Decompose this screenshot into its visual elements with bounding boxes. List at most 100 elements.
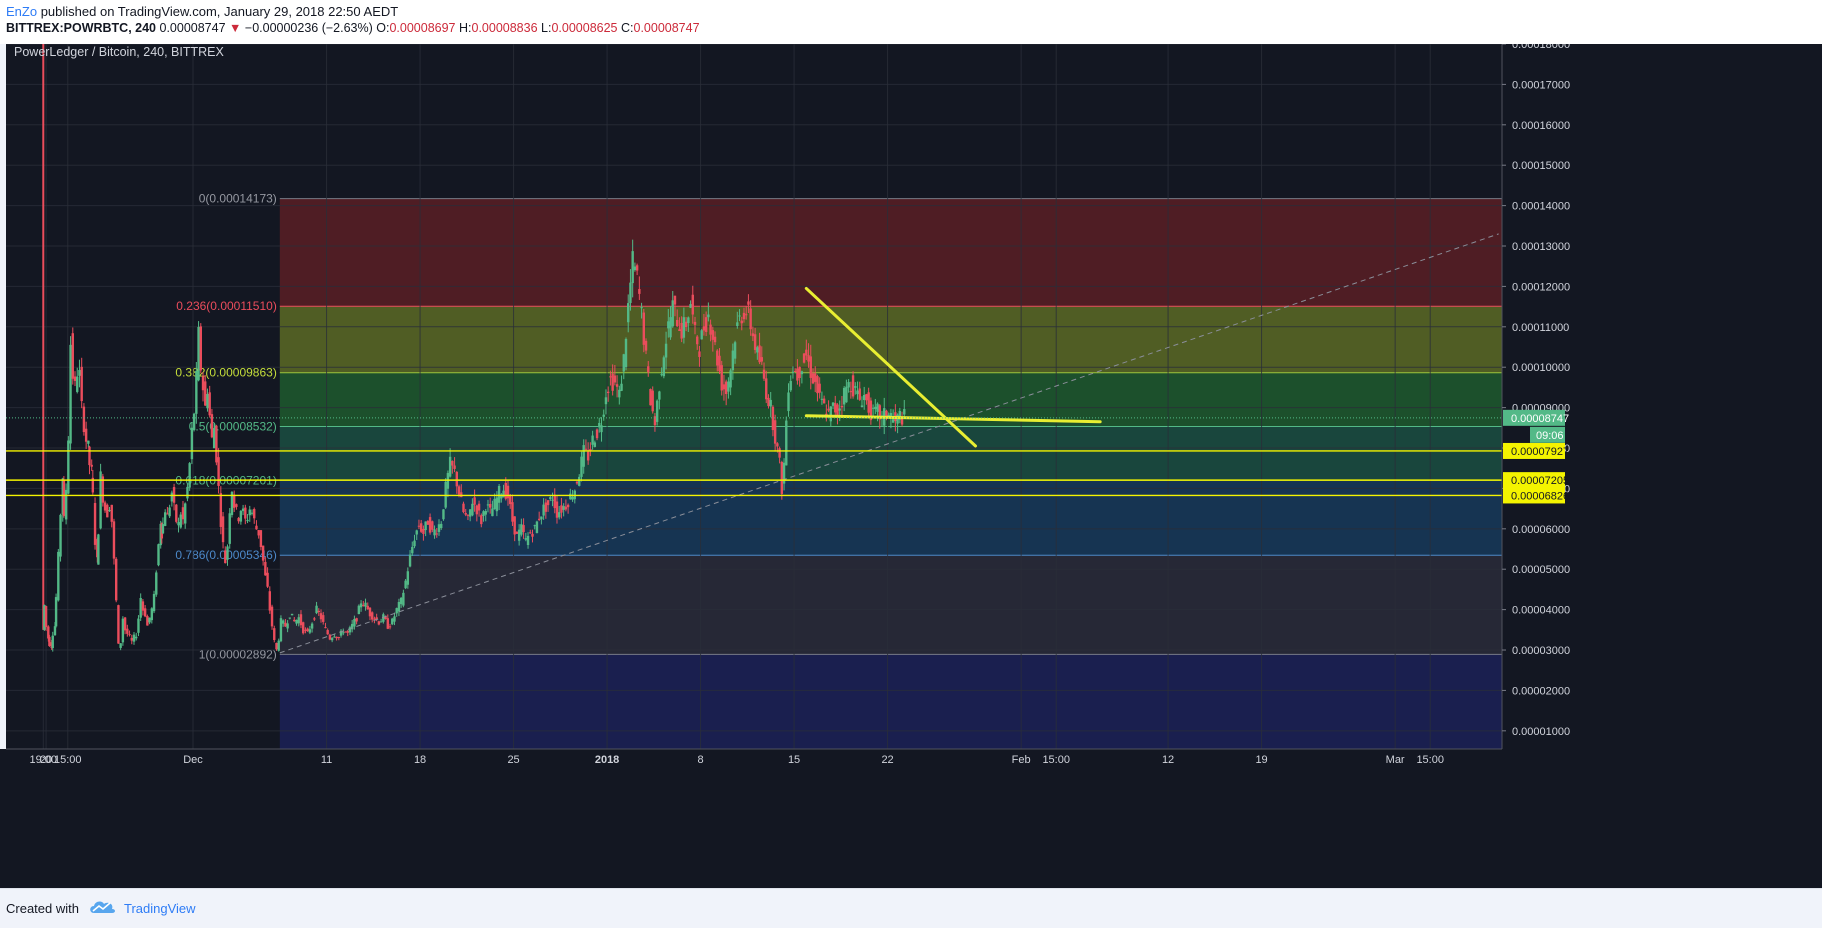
candle-body-2017-11-27T08 bbox=[143, 608, 147, 617]
candle-body-2017-12-08T12 bbox=[293, 619, 296, 622]
candle-body-2017-12-12T16 bbox=[348, 627, 352, 633]
tradingview-link[interactable]: TradingView bbox=[124, 901, 196, 916]
candle-body-2018-01-02T08 bbox=[624, 338, 628, 368]
fib-label-2: 0.382(0.00009863) bbox=[175, 366, 276, 380]
candle-body-2017-11-28T20 bbox=[163, 512, 167, 526]
time-tick-0: 19:00 bbox=[30, 754, 58, 766]
drawings[interactable] bbox=[6, 233, 1502, 654]
candle-body-2017-12-13T04 bbox=[355, 618, 358, 622]
candle-body-2017-12-13T08 bbox=[357, 605, 361, 615]
candle-body-2017-12-25T16 bbox=[522, 525, 525, 533]
candle-body-2018-01-12T12 bbox=[760, 357, 763, 362]
candle-body-2017-12-24T08 bbox=[504, 482, 507, 499]
price-axis[interactable]: 0.00001000 0.00002000 0.00003000 0.00004000… bbox=[1501, 44, 1822, 749]
fib-zone-6 bbox=[279, 654, 1503, 749]
candle-body-2017-12-06T20 bbox=[270, 606, 274, 627]
candle-body-2018-01-08T16 bbox=[709, 324, 712, 335]
candle-body-2018-01-05T08 bbox=[664, 343, 668, 358]
candle-body-2017-12-31T08 bbox=[598, 422, 601, 428]
candle-body-2017-12-21T16 bbox=[468, 509, 472, 517]
candle-body-2018-01-05T16 bbox=[669, 317, 672, 338]
candle-body-2017-12-18T00 bbox=[419, 523, 423, 532]
candle-body-2017-11-24T04 bbox=[101, 476, 105, 503]
candle-body-2017-11-21T22 bbox=[71, 333, 74, 379]
candle-body-2017-12-17T16 bbox=[415, 530, 418, 535]
candle-body-2017-11-26T04 bbox=[128, 634, 131, 636]
candle-body-2018-01-04T04 bbox=[649, 388, 652, 406]
candle-body-2017-12-27T12 bbox=[546, 500, 550, 506]
candle-body-2017-12-28T00 bbox=[553, 494, 556, 509]
candle-body-2018-01-19T08 bbox=[851, 375, 855, 397]
candle-body-2017-11-22T14 bbox=[80, 366, 83, 402]
candle-body-2018-01-09T08 bbox=[718, 355, 721, 372]
candle-body-2017-12-18T12 bbox=[426, 520, 430, 525]
author-link[interactable]: EnZo bbox=[6, 4, 38, 19]
candle-body-2018-01-12T08 bbox=[758, 345, 761, 363]
candle-body-2018-01-07T16 bbox=[696, 336, 699, 345]
candle-body-2017-12-11T12 bbox=[333, 636, 336, 638]
price-tick-1: 0.00002000 bbox=[1512, 685, 1570, 697]
candle-body-2018-01-02T04 bbox=[622, 354, 625, 372]
open-value: 0.00008697 bbox=[389, 21, 456, 35]
candle-body-2017-12-26T00 bbox=[526, 535, 530, 546]
candle-body-2017-12-20T08 bbox=[451, 460, 454, 466]
time-tick-11: Feb bbox=[1012, 754, 1031, 766]
level-badge-0 bbox=[1503, 442, 1565, 459]
candle-body-2018-01-17T16 bbox=[829, 406, 833, 422]
candle-body-2017-12-08T16 bbox=[295, 619, 298, 624]
candle-body-2017-11-21T10 bbox=[64, 489, 68, 520]
candle-body-2018-01-15T20 bbox=[805, 349, 808, 356]
candle-body-2018-01-17T00 bbox=[820, 398, 824, 400]
candle-body-2018-01-13T00 bbox=[767, 397, 770, 407]
fibonacci-retracement[interactable]: 0(0.00014173) 0.236(0.00011510) 0.382(0.00… bbox=[175, 192, 1503, 749]
candle-body-2017-12-10T20 bbox=[324, 627, 327, 629]
candle-body-2018-01-13T20 bbox=[778, 448, 781, 458]
candle-body-2017-12-17T20 bbox=[417, 525, 421, 527]
candle-body-2017-11-28T04 bbox=[155, 572, 158, 595]
candle-body-2017-12-17T12 bbox=[413, 540, 416, 547]
candle-body-2017-12-02T20 bbox=[217, 457, 220, 487]
candle-body-2018-01-23T00 bbox=[900, 418, 904, 425]
candle-body-2017-12-16T16 bbox=[402, 592, 405, 606]
candle-body-2017-12-16T04 bbox=[395, 608, 398, 614]
price-tick-5: 0.00006000 bbox=[1512, 524, 1570, 536]
candle-body-2018-01-06T08 bbox=[678, 329, 681, 331]
candle-body-2018-01-22T16 bbox=[896, 414, 899, 424]
candle-body-2018-01-13T04 bbox=[769, 399, 772, 407]
level-badge-1 bbox=[1503, 472, 1565, 489]
candle-body-2017-11-23T08 bbox=[90, 464, 93, 467]
candle-body-2017-12-25T12 bbox=[520, 524, 523, 535]
candle-body-2017-12-24T04 bbox=[502, 490, 505, 498]
candle-body-2018-01-02T12 bbox=[627, 303, 630, 323]
candle-body-2017-11-24T16 bbox=[108, 510, 111, 512]
price-tick-11: 0.00012000 bbox=[1512, 281, 1570, 293]
price-tick-3: 0.00004000 bbox=[1512, 605, 1570, 617]
candle-body-2017-12-20T16 bbox=[455, 471, 459, 487]
price-chart[interactable]: 0(0.00014173) 0.236(0.00011510) 0.382(0.00… bbox=[0, 44, 1822, 888]
candle-body-2018-01-14T12 bbox=[787, 392, 790, 412]
candle-body-2018-01-05T20 bbox=[671, 300, 674, 327]
high-value: 0.00008836 bbox=[471, 21, 538, 35]
candle-body-2018-01-12T04 bbox=[756, 347, 759, 353]
candle-body-2017-12-21T04 bbox=[462, 503, 465, 513]
price-tick-2: 0.00003000 bbox=[1512, 645, 1570, 657]
time-axis[interactable]: 19:0020 15:00 Dec 11 18 25 2018 8 15 22 Feb 15:00 12… bbox=[0, 748, 1822, 888]
price-tick-14: 0.00015000 bbox=[1512, 160, 1570, 172]
price-tick-15: 0.00016000 bbox=[1512, 120, 1570, 132]
candle-body-2017-12-13T12 bbox=[359, 603, 363, 608]
candle-body-2018-01-04T20 bbox=[658, 391, 661, 400]
candle-body-2017-12-12T20 bbox=[350, 623, 354, 630]
candle-body-2018-01-14T04 bbox=[782, 462, 786, 484]
candle-body-2018-01-04T12 bbox=[653, 416, 657, 426]
candle-body-2018-01-12T16 bbox=[762, 369, 766, 379]
candle-body-2017-11-21T06 bbox=[62, 480, 66, 516]
low-value: 0.00008625 bbox=[551, 21, 618, 35]
footer: Created with TradingView bbox=[0, 888, 1822, 928]
candle-body-2018-01-15T00 bbox=[793, 371, 797, 373]
candle-body-2017-12-30T04 bbox=[582, 445, 585, 467]
candle-body-2018-01-16T16 bbox=[816, 376, 819, 394]
candle-body-2017-12-22T12 bbox=[480, 515, 483, 525]
candle-body-2017-11-20T14 bbox=[53, 626, 57, 636]
candle-body-2017-12-10T04 bbox=[315, 605, 318, 614]
candle-body-2018-01-05T04 bbox=[662, 357, 666, 377]
